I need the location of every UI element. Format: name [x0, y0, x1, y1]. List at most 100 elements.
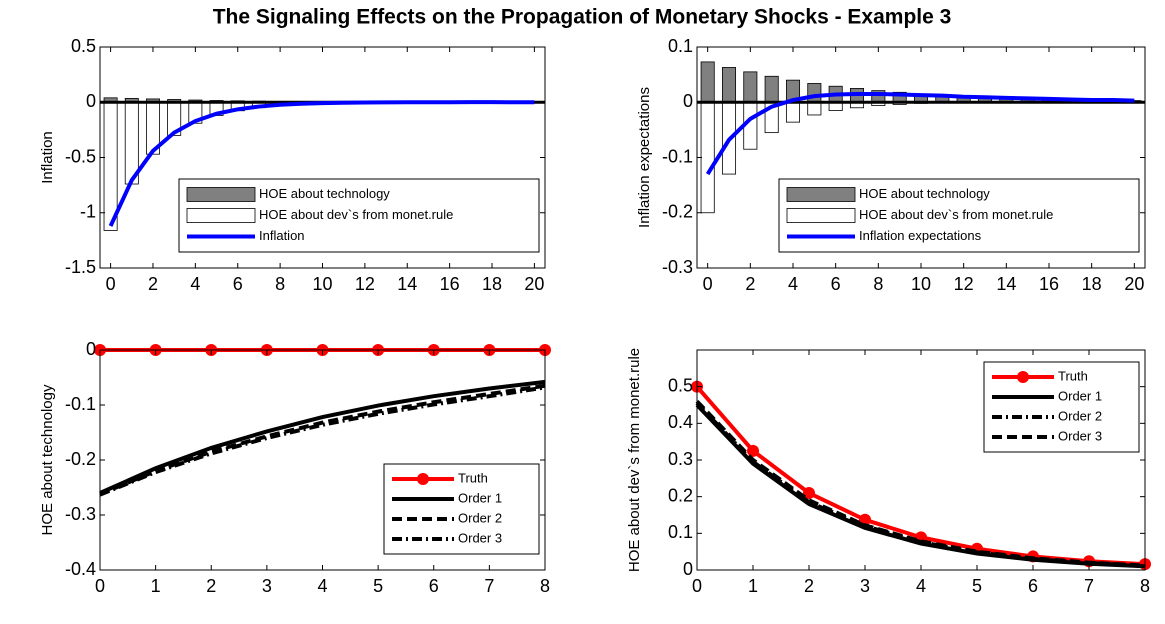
legend-marker — [417, 473, 429, 485]
y-tick-label: 0 — [86, 339, 96, 359]
bar — [700, 101, 715, 214]
marker — [747, 444, 759, 457]
y-tick-label: -0.5 — [65, 146, 96, 166]
legend-label: Order 3 — [1058, 428, 1102, 443]
x-tick-label: 8 — [275, 274, 285, 294]
legend-label: Order 1 — [458, 490, 502, 505]
y-tick-label: 0.5 — [71, 36, 96, 56]
bar — [721, 67, 737, 103]
x-tick-label: 4 — [190, 274, 200, 294]
x-tick-label: 6 — [1028, 576, 1038, 596]
y-tick-label: -0.1 — [662, 146, 693, 166]
x-tick-label: 0 — [106, 274, 116, 294]
x-tick-label: 16 — [1039, 274, 1059, 294]
x-tick-label: 0 — [703, 274, 713, 294]
x-tick-label: 10 — [911, 274, 931, 294]
y-tick-label: 0 — [683, 559, 693, 579]
y-tick-label: -1 — [80, 202, 96, 222]
bar — [103, 101, 118, 231]
x-tick-label: 8 — [873, 274, 883, 294]
legend-swatch — [786, 208, 856, 223]
x-tick-label: 7 — [1084, 576, 1094, 596]
x-tick-label: 4 — [916, 576, 926, 596]
x-tick-label: 4 — [788, 274, 798, 294]
series-line — [705, 91, 1135, 176]
x-tick-label: 2 — [745, 274, 755, 294]
x-tick-label: 2 — [804, 576, 814, 596]
y-tick-label: -0.3 — [65, 504, 96, 524]
x-tick-label: 20 — [524, 274, 544, 294]
x-tick-label: 3 — [262, 576, 272, 596]
y-tick-label: -0.2 — [662, 202, 693, 222]
series-line — [99, 385, 546, 497]
y-axis-label: Inflation expectations — [636, 87, 653, 228]
x-tick-label: 0 — [692, 576, 702, 596]
subplot: -1.5 -1 -0.5 0 0.5 0 2 4 6 8 10 12 14 16 18 20 Inflation… — [39, 36, 546, 294]
legend-label: HOE about technology — [859, 186, 990, 201]
legend-label: Order 2 — [458, 510, 502, 525]
subplot: 0 0.1 0.2 0.3 0.4 0.5 0 1 2 3 4 5 6 7 8 HOE about dev`s… — [626, 348, 1151, 596]
x-tick-label: 14 — [397, 274, 417, 294]
series-line — [695, 399, 1146, 568]
x-tick-label: 6 — [831, 274, 841, 294]
x-tick-label: 2 — [206, 576, 216, 596]
y-tick-label: 0 — [86, 91, 96, 111]
x-tick-label: 2 — [148, 274, 158, 294]
y-axis-label: HOE about technology — [39, 384, 56, 535]
x-tick-label: 14 — [996, 274, 1016, 294]
y-tick-label: 0.2 — [668, 485, 693, 505]
bar — [785, 101, 801, 123]
marker — [803, 487, 815, 499]
x-tick-label: 12 — [355, 274, 375, 294]
y-axis-label: Inflation — [39, 131, 56, 184]
x-tick-label: 6 — [233, 274, 243, 294]
x-tick-label: 1 — [151, 576, 161, 596]
x-tick-label: 18 — [1082, 274, 1102, 294]
legend: Truth Order 1 Order 2 Order 3 — [983, 361, 1140, 453]
legend-label: Inflation expectations — [859, 228, 982, 243]
y-axis-label: HOE about dev`s from monet.rule — [626, 348, 643, 572]
y-tick-label: -0.3 — [662, 257, 693, 277]
x-tick-label: 6 — [429, 576, 439, 596]
legend-label: Order 2 — [1058, 408, 1102, 423]
legend-label: HOE about dev`s from monet.rule — [259, 207, 453, 222]
bar — [743, 71, 758, 103]
x-tick-label: 3 — [860, 576, 870, 596]
legend-marker — [1017, 371, 1029, 383]
x-tick-label: 1 — [748, 576, 758, 596]
y-tick-label: 0 — [683, 91, 693, 111]
x-tick-label: 18 — [482, 274, 502, 294]
x-tick-label: 12 — [954, 274, 974, 294]
y-tick-label: -1.5 — [65, 257, 96, 277]
y-tick-label: 0.5 — [668, 375, 693, 395]
legend-label: HOE about technology — [259, 186, 390, 201]
y-tick-label: -0.4 — [65, 559, 96, 579]
legend-swatch — [186, 187, 256, 202]
series-line — [99, 383, 546, 496]
y-tick-label: 0.1 — [668, 36, 693, 56]
subplot: -0.3 -0.2 -0.1 0 0.1 0 2 4 6 8 10 12 14 16 18 20 Inflati… — [636, 36, 1146, 294]
x-tick-label: 8 — [1140, 576, 1150, 596]
x-tick-label: 5 — [373, 576, 383, 596]
legend-label: Inflation — [259, 228, 305, 243]
x-tick-label: 5 — [972, 576, 982, 596]
figure-title: The Signaling Effects on the Propagation… — [213, 6, 952, 29]
legend: HOE about technology HOE about dev`s from… — [178, 178, 540, 253]
bar — [700, 61, 715, 103]
legend-label: Truth — [458, 470, 488, 485]
legend-label: Order 1 — [1058, 388, 1102, 403]
series-line — [99, 379, 546, 495]
legend-label: HOE about dev`s from monet.rule — [859, 207, 1053, 222]
x-tick-label: 0 — [95, 576, 105, 596]
bar — [807, 83, 822, 103]
legend: Truth Order 1 Order 2 Order 3 — [383, 463, 540, 555]
legend-label: Truth — [1058, 368, 1088, 383]
y-tick-label: -0.2 — [65, 449, 96, 469]
x-tick-label: 10 — [312, 274, 332, 294]
x-tick-label: 7 — [484, 576, 494, 596]
x-tick-label: 20 — [1124, 274, 1144, 294]
legend-label: Order 3 — [458, 530, 502, 545]
y-tick-label: 0.3 — [668, 449, 693, 469]
series-line — [108, 100, 535, 227]
